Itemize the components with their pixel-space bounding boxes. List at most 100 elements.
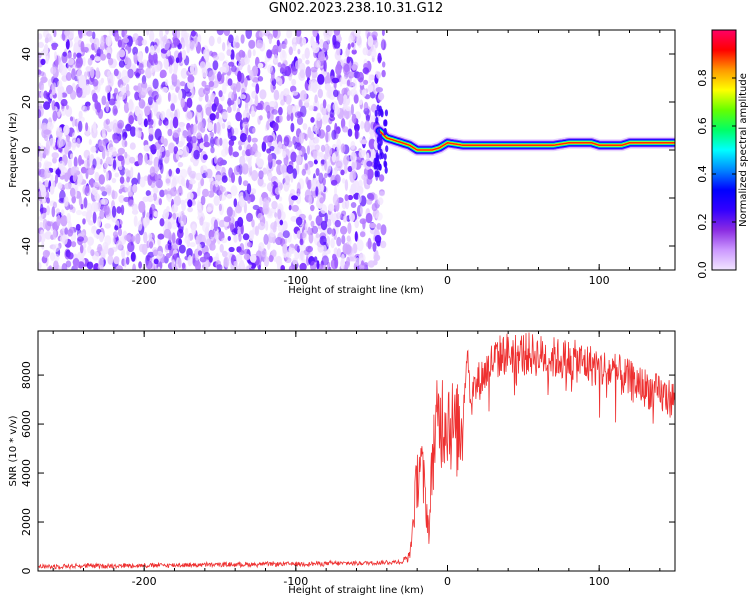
noise-speckle [197,202,202,210]
noise-speckle [268,255,274,263]
noise-speckle [362,47,369,56]
noise-speckle [38,149,43,162]
noise-speckle [235,42,240,49]
noise-speckle [273,54,279,63]
noise-speckle [316,112,322,122]
noise-speckle [197,250,203,256]
noise-speckle [92,78,99,87]
noise-speckle [300,90,307,102]
noise-speckle [107,247,115,257]
noise-speckle [305,59,310,65]
noise-speckle [165,79,169,87]
noise-speckle [83,197,88,209]
noise-speckle [161,86,169,93]
noise-speckle [151,101,158,113]
noise-speckle [148,241,154,249]
noise-speckle [130,251,136,262]
noise-speckle [186,111,194,120]
noise-speckle [159,189,165,198]
noise-speckle [180,97,185,109]
noise-speckle [298,99,303,108]
noise-speckle [209,113,216,121]
noise-speckle [252,49,256,57]
x-tick-label: -100 [283,575,308,588]
noise-speckle [219,243,224,253]
noise-speckle [54,51,57,61]
noise-speckle [180,37,185,43]
noise-speckle [100,186,106,193]
noise-speckle [304,47,310,60]
noise-speckle [359,231,366,238]
noise-speckle [158,198,162,206]
noise-speckle [363,79,369,85]
noise-speckle [141,243,148,255]
noise-speckle [85,185,90,194]
noise-speckle [127,68,134,79]
noise-speckle [299,262,307,270]
noise-speckle [368,74,372,84]
noise-speckle [228,34,234,44]
noise-speckle [239,132,247,143]
noise-speckle [108,30,114,37]
transition-speckle [383,160,387,168]
noise-speckle [278,106,283,116]
noise-speckle [73,46,77,53]
noise-speckle [356,239,364,252]
noise-speckle [323,60,327,72]
noise-speckle [354,129,359,140]
noise-speckle [298,132,305,145]
noise-speckle [156,45,161,54]
noise-speckle [115,240,123,250]
noise-speckle [247,196,251,204]
noise-speckle [377,55,383,62]
noise-speckle [186,248,193,258]
noise-speckle [87,236,94,246]
noise-speckle [226,49,232,56]
noise-speckle [94,56,102,62]
noise-speckle [378,174,385,182]
noise-speckle [239,155,246,166]
noise-speckle [200,195,206,206]
noise-speckle [187,199,193,208]
noise-speckle [344,194,349,202]
noise-speckle [233,260,238,267]
noise-speckle [215,174,222,180]
noise-speckle [87,209,93,219]
noise-speckle [134,105,140,117]
noise-speckle [283,38,288,46]
noise-speckle [340,169,345,176]
noise-speckle [87,245,92,254]
noise-speckle [349,212,355,222]
noise-speckle [254,94,259,107]
noise-speckle [238,175,242,186]
x-tick-label: 0 [444,274,451,287]
y-tick-label: 40 [20,47,33,61]
noise-speckle [205,168,213,179]
noise-speckle [189,39,195,52]
noise-speckle [80,203,84,210]
noise-speckle [71,68,76,81]
noise-speckle [256,151,262,158]
noise-speckle [241,121,249,129]
noise-speckle [283,136,290,147]
noise-speckle [167,128,173,137]
noise-speckle [193,35,199,48]
noise-speckle [280,163,287,174]
noise-speckle [139,176,146,188]
noise-speckle [265,220,269,231]
noise-speckle [181,262,186,269]
noise-speckle [304,163,308,171]
noise-speckle [360,205,363,216]
noise-speckle [259,196,263,206]
noise-speckle [334,185,337,197]
noise-speckle [40,203,44,215]
noise-speckle [129,142,136,150]
noise-speckle [124,168,129,174]
noise-speckle [299,244,307,251]
noise-speckle [79,231,85,237]
noise-speckle [359,99,363,106]
noise-speckle [189,242,196,248]
noise-speckle [318,172,324,184]
noise-speckle [86,30,94,37]
noise-speckle [317,88,323,99]
